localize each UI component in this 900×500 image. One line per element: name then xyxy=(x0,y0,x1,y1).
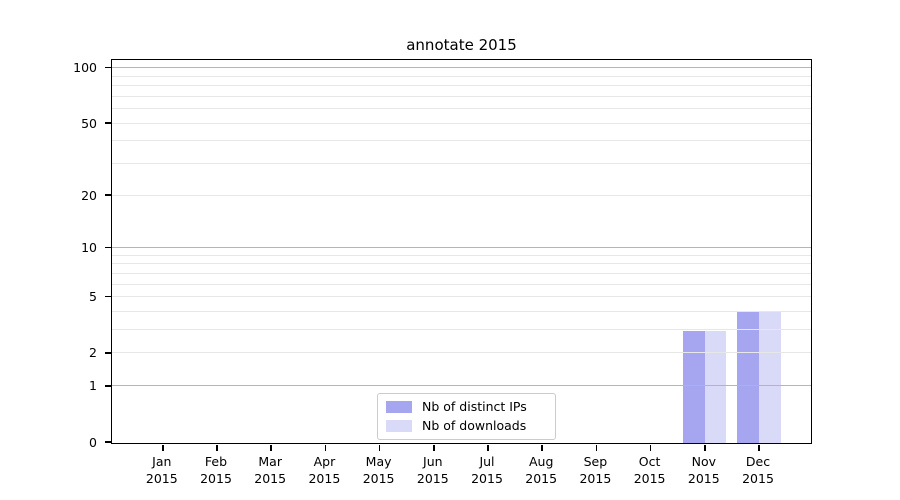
bar-nb-of-distinct-ips-nov xyxy=(683,330,705,443)
legend-label-downloads: Nb of downloads xyxy=(422,418,527,433)
y-tick-label-0: 0 xyxy=(89,434,97,450)
x-tick-year: 2015 xyxy=(362,470,395,486)
chart-title: annotate 2015 xyxy=(406,36,517,54)
minor-gridline-30 xyxy=(112,162,811,164)
y-tick-label-100: 100 xyxy=(73,60,97,76)
minor-gridline-40 xyxy=(112,140,811,142)
x-tick-label-aug: Aug 2015 xyxy=(525,454,557,487)
x-tick-year: 2015 xyxy=(200,470,232,486)
y-tick-2 xyxy=(104,352,111,354)
legend-label-distinct-ips: Nb of distinct IPs xyxy=(422,399,527,414)
minor-gridline-6 xyxy=(112,283,811,285)
x-tick-month: Apr xyxy=(313,454,336,469)
x-tick-month: Aug xyxy=(528,454,554,469)
y-tick-0 xyxy=(104,441,111,443)
x-tick-month: May xyxy=(365,454,392,469)
x-tick-label-feb: Feb 2015 xyxy=(200,454,232,487)
minor-gridline-9 xyxy=(112,254,811,256)
y-tick-label-5: 5 xyxy=(89,289,97,305)
y-tick-50 xyxy=(104,122,111,124)
x-tick-nov xyxy=(704,444,706,451)
minor-gridline-80 xyxy=(112,84,811,86)
x-tick-month: Mar xyxy=(258,454,282,469)
x-tick-year: 2015 xyxy=(687,470,720,486)
y-tick-label-50: 50 xyxy=(81,115,97,131)
x-tick-oct xyxy=(649,444,652,451)
minor-gridline-4 xyxy=(112,310,811,312)
minor-gridline-90 xyxy=(112,75,811,77)
legend-item-downloads: Nb of downloads xyxy=(386,418,547,434)
minor-gridline-2 xyxy=(112,352,811,354)
x-tick-label-sep: Sep 2015 xyxy=(579,454,611,487)
x-tick-month: Jul xyxy=(479,454,495,469)
x-tick-label-nov: Nov 2015 xyxy=(688,454,720,487)
minor-gridline-60 xyxy=(112,108,811,109)
x-tick-year: 2015 xyxy=(742,470,774,486)
x-tick-year: 2015 xyxy=(308,470,341,486)
x-tick-year: 2015 xyxy=(416,470,449,486)
x-tick-month: Sep xyxy=(583,454,608,469)
x-tick-year: 2015 xyxy=(633,470,666,486)
minor-gridline-20 xyxy=(112,194,811,196)
x-tick-apr xyxy=(324,444,327,451)
x-tick-label-mar: Mar 2015 xyxy=(254,454,286,487)
legend: Nb of distinct IPs Nb of downloads xyxy=(377,393,556,440)
x-tick-mar xyxy=(270,444,272,451)
x-tick-may xyxy=(378,444,381,451)
minor-gridline-50 xyxy=(112,122,811,124)
x-tick-label-jul: Jul 2015 xyxy=(471,454,503,487)
minor-gridline-70 xyxy=(112,95,811,97)
plot-area xyxy=(104,59,812,451)
x-tick-year: 2015 xyxy=(525,470,558,486)
major-gridline-1 xyxy=(112,385,811,387)
y-tick-20 xyxy=(104,194,111,196)
y-tick-1 xyxy=(104,385,111,387)
minor-gridline-5 xyxy=(112,296,811,298)
x-axis-tick-labels: Jan 2015 Feb 2015 Mar 2015 Apr 2015 May 2015 Jun 20… xyxy=(111,450,812,494)
major-gridline-10 xyxy=(112,246,811,248)
x-tick-month: Nov xyxy=(691,454,716,469)
x-tick-label-may: May 2015 xyxy=(363,454,395,487)
x-tick-jan xyxy=(162,444,164,451)
x-tick-label-jun: Jun 2015 xyxy=(417,454,449,487)
legend-swatch-downloads xyxy=(386,420,412,432)
x-tick-month: Jan xyxy=(152,454,172,469)
x-tick-dec xyxy=(758,444,760,451)
y-tick-5 xyxy=(104,295,111,298)
x-tick-label-apr: Apr 2015 xyxy=(308,454,340,487)
x-tick-label-oct: Oct 2015 xyxy=(634,454,666,487)
x-tick-jul xyxy=(487,444,489,451)
x-tick-label-dec: Dec 2015 xyxy=(742,454,774,487)
legend-item-distinct-ips: Nb of distinct IPs xyxy=(386,399,547,415)
bar-nb-of-downloads-dec xyxy=(759,312,781,443)
y-tick-10 xyxy=(104,246,111,249)
legend-swatch-distinct-ips xyxy=(386,401,412,413)
y-tick-label-20: 20 xyxy=(81,187,97,203)
x-tick-year: 2015 xyxy=(471,470,503,486)
minor-gridline-8 xyxy=(112,263,811,265)
x-tick-year: 2015 xyxy=(145,470,178,486)
x-tick-jun xyxy=(433,444,435,451)
bar-nb-of-distinct-ips-dec xyxy=(737,312,759,443)
y-tick-label-1: 1 xyxy=(89,378,97,394)
x-tick-month: Oct xyxy=(638,454,661,469)
y-tick-100 xyxy=(104,66,111,69)
x-tick-feb xyxy=(216,444,218,451)
x-tick-label-jan: Jan 2015 xyxy=(146,454,178,487)
x-tick-aug xyxy=(541,444,543,451)
minor-gridline-7 xyxy=(112,272,811,274)
x-tick-year: 2015 xyxy=(254,470,287,486)
y-axis-tick-labels: 100 50 20 10 5 2 1 0 xyxy=(0,60,103,449)
x-tick-year: 2015 xyxy=(579,470,612,486)
x-tick-month: Jun xyxy=(423,454,443,469)
y-tick-label-2: 2 xyxy=(89,345,97,361)
x-tick-month: Dec xyxy=(745,454,771,469)
major-gridline-100 xyxy=(112,67,811,69)
x-tick-sep xyxy=(595,444,598,451)
bar-nb-of-downloads-nov xyxy=(704,330,727,443)
minor-gridline-3 xyxy=(112,329,811,331)
x-tick-month: Feb xyxy=(204,454,228,469)
y-tick-label-10: 10 xyxy=(81,239,97,255)
